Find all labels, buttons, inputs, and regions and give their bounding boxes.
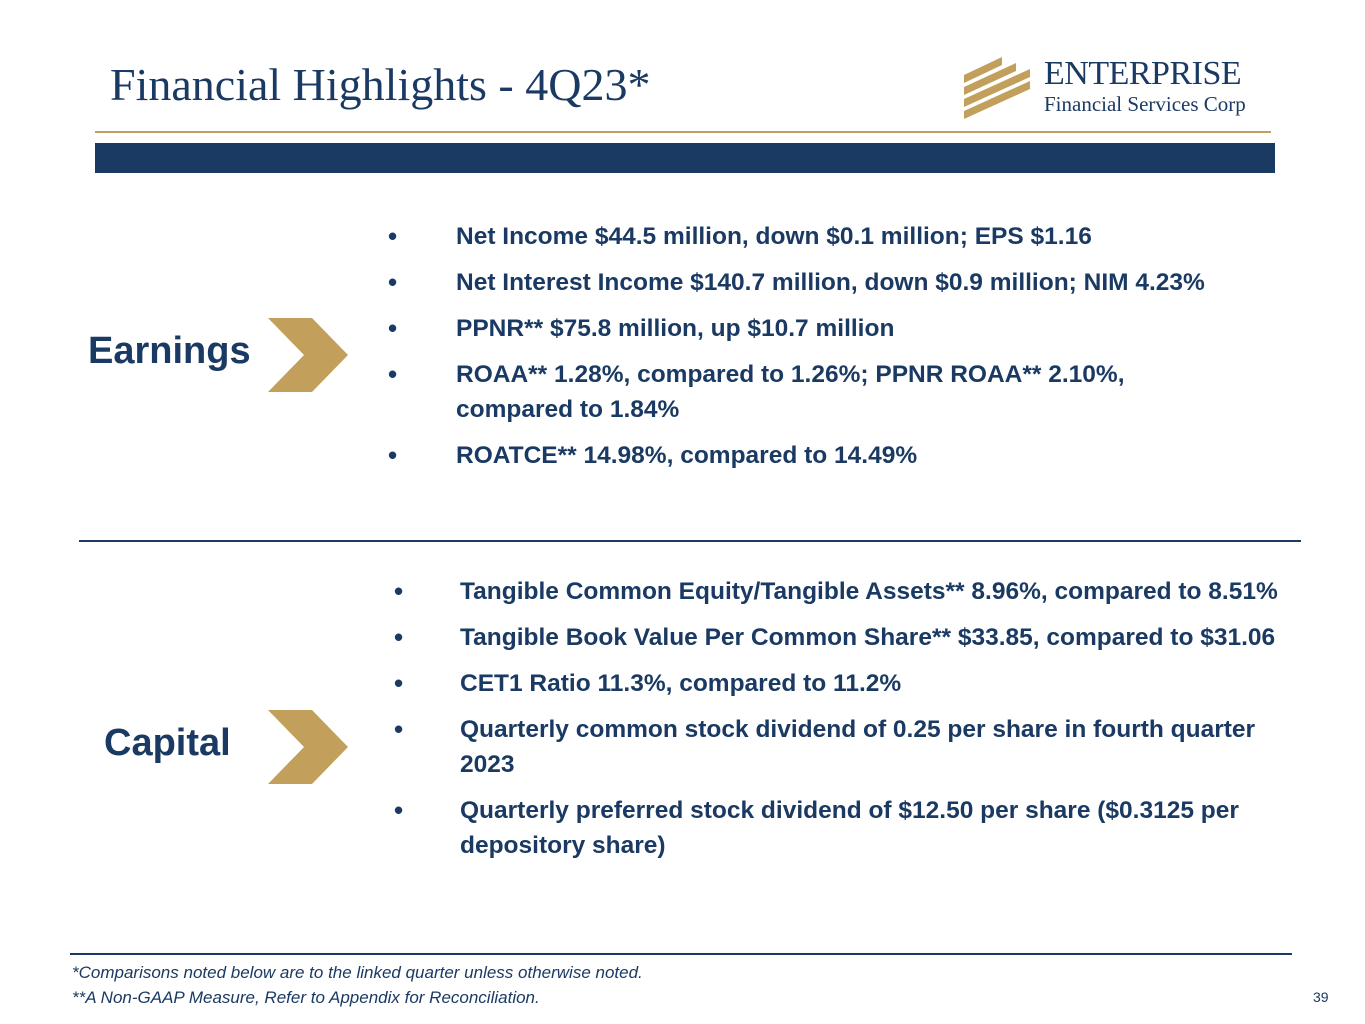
page-title: Financial Highlights - 4Q23* bbox=[110, 59, 651, 110]
earnings-bullet-list: • Net Income $44.5 million, down $0.1 mil… bbox=[388, 219, 1238, 484]
list-item: • CET1 Ratio 11.3%, compared to 11.2% bbox=[394, 668, 902, 698]
footnote-non-gaap: **A Non-GAAP Measure, Refer to Appendix … bbox=[72, 988, 540, 1007]
section-divider bbox=[79, 540, 1301, 542]
list-item: • Net Income $44.5 million, down $0.1 mil… bbox=[388, 221, 1092, 251]
header-navy-bar bbox=[95, 143, 1275, 173]
enterprise-logo-icon bbox=[964, 57, 1030, 119]
capital-label: Capital bbox=[104, 722, 231, 764]
list-item: • Quarterly common stock dividend of 0.25… bbox=[394, 714, 1256, 778]
list-item: • Tangible Common Equity/Tangible Assets*… bbox=[394, 576, 1278, 606]
logo-subtitle: Financial Services Corp bbox=[1044, 92, 1246, 116]
list-item: • Net Interest Income $140.7 million, dow… bbox=[388, 267, 1205, 297]
list-item: • Tangible Book Value Per Common Share** … bbox=[394, 622, 1276, 652]
page-number: 39 bbox=[1313, 989, 1329, 1005]
header-gold-rule bbox=[95, 131, 1271, 133]
earnings-label: Earnings bbox=[88, 330, 251, 372]
list-item: • ROAA** 1.28%, compared to 1.26%; PPNR R… bbox=[388, 359, 1125, 423]
footnote-comparisons: *Comparisons noted below are to the link… bbox=[72, 963, 643, 982]
logo-name: ENTERPRISE bbox=[1044, 55, 1242, 92]
list-item: • Quarterly preferred stock dividend of $… bbox=[394, 795, 1239, 859]
list-item: • ROATCE** 14.98%, compared to 14.49% bbox=[388, 440, 918, 470]
footer-divider bbox=[70, 953, 1292, 955]
chevron-right-icon bbox=[268, 710, 348, 784]
chevron-right-icon bbox=[268, 318, 348, 392]
company-logo: ENTERPRISE Financial Services Corp bbox=[962, 55, 1274, 123]
list-item: • PPNR** $75.8 million, up $10.7 million bbox=[388, 313, 895, 343]
capital-bullet-list: • Tangible Common Equity/Tangible Assets*… bbox=[394, 574, 1284, 874]
